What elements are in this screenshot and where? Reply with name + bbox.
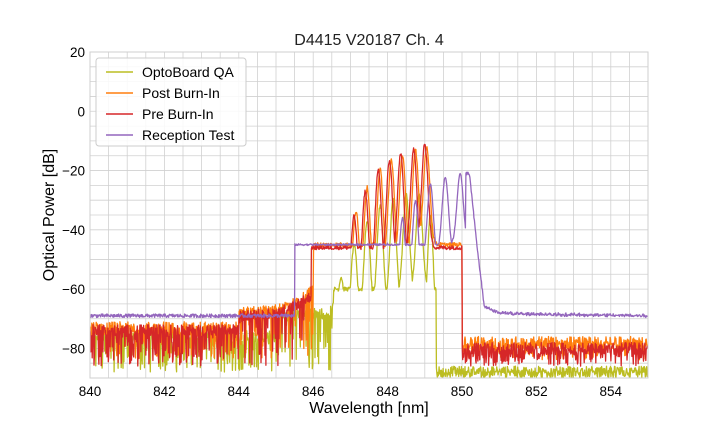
legend-box [95, 57, 247, 147]
series-layer [90, 143, 648, 378]
y-axis-label: Optical Power [dB] [41, 149, 58, 282]
x-tick-label: 844 [228, 384, 251, 399]
x-tick-label: 848 [376, 384, 399, 399]
x-tick-label: 854 [600, 384, 623, 399]
x-axis-label: Wavelength [nm] [309, 400, 428, 417]
x-tick-label: 840 [79, 384, 102, 399]
tick-labels: 840 842 844 846 848 850 852 854 −80 −60 −40 −20 0 20 [62, 45, 622, 399]
legend-entry: Pre Burn-In [106, 106, 214, 122]
legend-label: OptoBoard QA [142, 64, 234, 80]
legend-label: Post Burn-In [142, 85, 220, 101]
legend-entry: Reception Test [106, 127, 234, 143]
x-tick-label: 852 [525, 384, 548, 399]
series-line-reception-test [90, 171, 648, 319]
legend-entry: Post Burn-In [106, 85, 220, 101]
legend-label: Pre Burn-In [142, 106, 214, 122]
y-tick-label: −60 [62, 282, 85, 297]
legend-label: Reception Test [142, 127, 234, 143]
plot-frame [89, 51, 649, 379]
legend-entry: OptoBoard QA [106, 64, 234, 80]
x-tick-label: 846 [302, 384, 325, 399]
y-tick-label: 20 [70, 45, 85, 60]
legend: OptoBoard QA Post Burn-In Pre Burn-In Recep… [95, 57, 247, 147]
series-line-pre-burn-in [90, 143, 648, 367]
y-tick-label: −80 [62, 341, 85, 356]
y-tick-label: −40 [62, 223, 85, 238]
x-tick-label: 842 [153, 384, 176, 399]
y-tick-label: −20 [62, 164, 85, 179]
chart-title: D4415 V20187 Ch. 4 [294, 32, 444, 49]
y-tick-label: 0 [77, 104, 85, 119]
x-tick-label: 850 [451, 384, 474, 399]
